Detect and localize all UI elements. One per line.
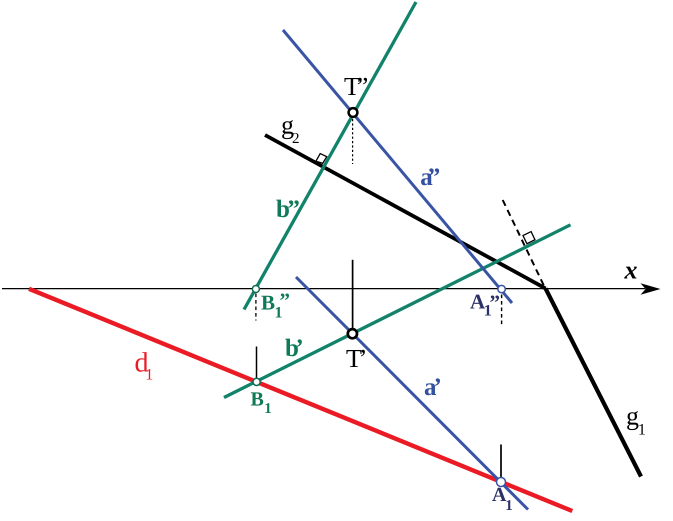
svg-text:A: A xyxy=(470,290,486,314)
svg-text:b”: b” xyxy=(276,196,300,223)
svg-text:A: A xyxy=(492,484,507,506)
svg-text:T”: T” xyxy=(344,72,368,101)
svg-text:B: B xyxy=(261,290,275,314)
svg-text:g: g xyxy=(626,402,639,431)
svg-text:a’: a’ xyxy=(424,374,442,401)
svg-text:1: 1 xyxy=(275,304,283,321)
svg-text:T’: T’ xyxy=(346,344,367,373)
svg-text:1: 1 xyxy=(484,303,492,320)
svg-text:1: 1 xyxy=(638,422,646,439)
svg-text:1: 1 xyxy=(264,401,272,417)
svg-text:g: g xyxy=(281,111,294,140)
svg-text:B: B xyxy=(251,388,264,410)
svg-text:b’: b’ xyxy=(285,335,304,362)
svg-text:1: 1 xyxy=(145,366,153,383)
svg-text:”: ” xyxy=(490,291,501,315)
svg-text:d: d xyxy=(135,348,149,379)
svg-text:”: ” xyxy=(280,289,291,313)
svg-text:2: 2 xyxy=(292,131,300,147)
svg-text:x: x xyxy=(624,256,638,285)
svg-text:a”: a” xyxy=(420,164,440,191)
svg-text:1: 1 xyxy=(505,498,513,514)
